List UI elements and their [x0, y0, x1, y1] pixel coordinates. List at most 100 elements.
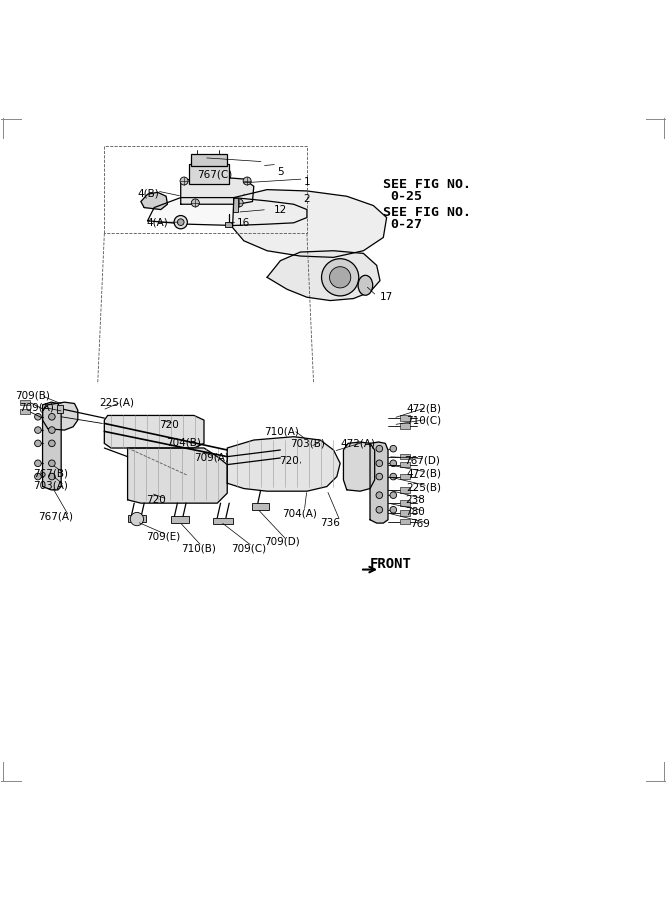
Polygon shape — [141, 193, 167, 210]
Bar — [127, 515, 146, 522]
Circle shape — [376, 507, 383, 513]
Bar — [20, 409, 30, 414]
Text: 709(B): 709(B) — [15, 391, 49, 401]
Polygon shape — [181, 176, 253, 204]
Text: 5: 5 — [277, 167, 283, 177]
Polygon shape — [104, 416, 204, 448]
Bar — [400, 519, 410, 525]
Text: 16: 16 — [237, 218, 250, 228]
Text: 0-27: 0-27 — [390, 218, 422, 230]
Text: 12: 12 — [273, 204, 287, 214]
Circle shape — [376, 460, 383, 466]
Text: 710(A): 710(A) — [263, 427, 299, 436]
Bar — [191, 154, 227, 166]
Text: 4(A): 4(A) — [146, 218, 168, 228]
Text: SEE FIG NO.: SEE FIG NO. — [384, 206, 472, 219]
Text: 720: 720 — [279, 455, 299, 465]
Circle shape — [35, 413, 41, 420]
Text: 703(A): 703(A) — [33, 481, 68, 491]
Circle shape — [390, 446, 397, 452]
Bar — [400, 474, 410, 479]
Bar — [253, 503, 269, 509]
Circle shape — [49, 473, 55, 480]
Circle shape — [376, 491, 383, 499]
Polygon shape — [43, 402, 78, 430]
Text: 0-25: 0-25 — [390, 190, 422, 203]
Text: 710(C): 710(C) — [407, 416, 442, 426]
Bar — [400, 500, 410, 506]
Text: 704(A): 704(A) — [282, 508, 317, 518]
Bar — [57, 406, 63, 413]
Text: 709(D): 709(D) — [263, 536, 299, 546]
Text: FRONT: FRONT — [370, 557, 412, 572]
Text: 225(B): 225(B) — [407, 483, 442, 493]
Text: 472(A): 472(A) — [340, 438, 375, 448]
Bar — [20, 400, 30, 405]
Circle shape — [35, 460, 41, 466]
Polygon shape — [233, 190, 387, 257]
Text: 472(B): 472(B) — [407, 468, 442, 478]
Circle shape — [329, 266, 351, 288]
Bar — [233, 198, 238, 212]
Polygon shape — [43, 402, 61, 490]
Polygon shape — [344, 442, 375, 491]
Circle shape — [243, 177, 251, 185]
Text: 720: 720 — [146, 496, 166, 506]
Circle shape — [390, 473, 397, 480]
Circle shape — [180, 177, 188, 185]
Circle shape — [376, 446, 383, 452]
Text: 472(B): 472(B) — [407, 404, 442, 414]
Text: 709(C): 709(C) — [231, 544, 266, 554]
Text: 767(A): 767(A) — [38, 511, 73, 521]
Text: 1: 1 — [303, 177, 310, 187]
Circle shape — [390, 460, 397, 466]
Circle shape — [49, 427, 55, 434]
Text: 710(B): 710(B) — [181, 544, 215, 554]
Bar — [400, 510, 410, 516]
Text: 225(A): 225(A) — [99, 397, 135, 407]
Circle shape — [390, 507, 397, 513]
Text: 2: 2 — [303, 194, 310, 204]
Circle shape — [49, 440, 55, 446]
Circle shape — [130, 512, 143, 526]
Bar — [400, 454, 410, 459]
Text: 17: 17 — [380, 292, 394, 302]
Bar — [171, 517, 189, 523]
Polygon shape — [147, 198, 307, 226]
Circle shape — [35, 427, 41, 434]
Text: 780: 780 — [406, 508, 425, 518]
Bar — [400, 416, 410, 421]
Circle shape — [321, 258, 359, 296]
Bar — [400, 423, 410, 428]
Text: 238: 238 — [406, 496, 425, 506]
Circle shape — [35, 440, 41, 446]
Circle shape — [191, 199, 199, 207]
Bar — [400, 462, 410, 467]
Circle shape — [376, 473, 383, 480]
Bar — [189, 165, 229, 184]
Text: 4(B): 4(B) — [137, 189, 159, 199]
Circle shape — [235, 199, 243, 207]
Text: 704(B): 704(B) — [166, 437, 201, 447]
Text: 769: 769 — [410, 519, 430, 529]
Polygon shape — [267, 251, 380, 301]
Circle shape — [177, 219, 184, 226]
Text: 736: 736 — [320, 518, 340, 528]
Text: 709(A): 709(A) — [194, 453, 229, 463]
Circle shape — [174, 215, 187, 229]
Circle shape — [35, 473, 41, 480]
Text: 720: 720 — [159, 420, 179, 430]
Circle shape — [49, 460, 55, 466]
Circle shape — [49, 413, 55, 420]
Text: 767(B): 767(B) — [33, 468, 68, 478]
Text: SEE FIG NO.: SEE FIG NO. — [384, 178, 472, 191]
Circle shape — [390, 491, 397, 499]
Polygon shape — [127, 448, 227, 503]
Bar — [213, 518, 233, 525]
Text: 709(A): 709(A) — [19, 402, 54, 412]
Text: 767(C): 767(C) — [197, 169, 233, 179]
Bar — [225, 222, 232, 228]
Polygon shape — [370, 442, 388, 523]
Polygon shape — [227, 436, 340, 491]
Text: 703(B): 703(B) — [290, 438, 325, 448]
